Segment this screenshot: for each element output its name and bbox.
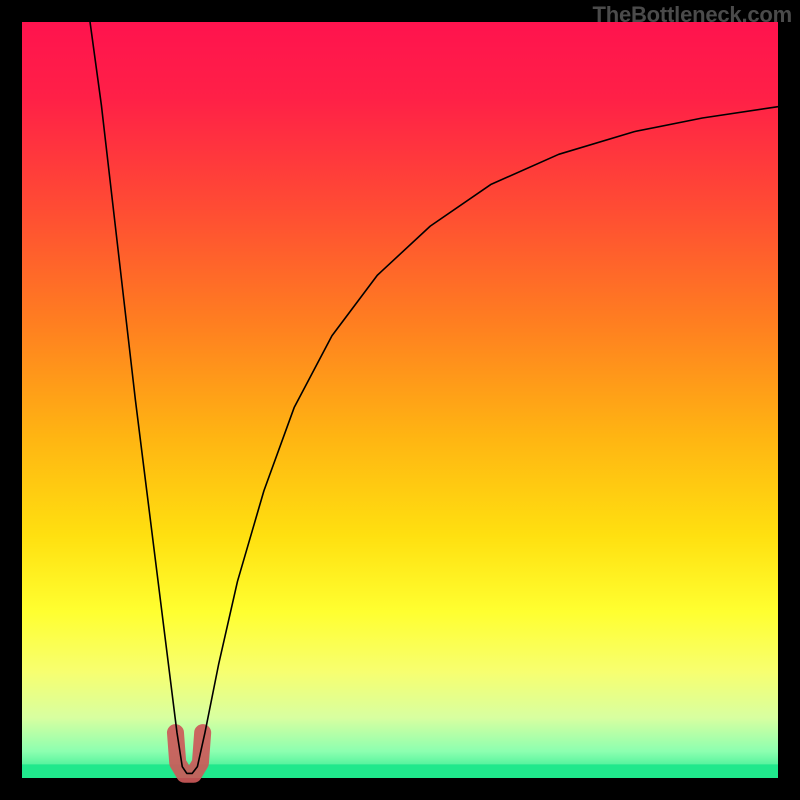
watermark-text: TheBottleneck.com	[592, 2, 792, 28]
bottleneck-chart	[0, 0, 800, 800]
chart-frame: TheBottleneck.com	[0, 0, 800, 800]
